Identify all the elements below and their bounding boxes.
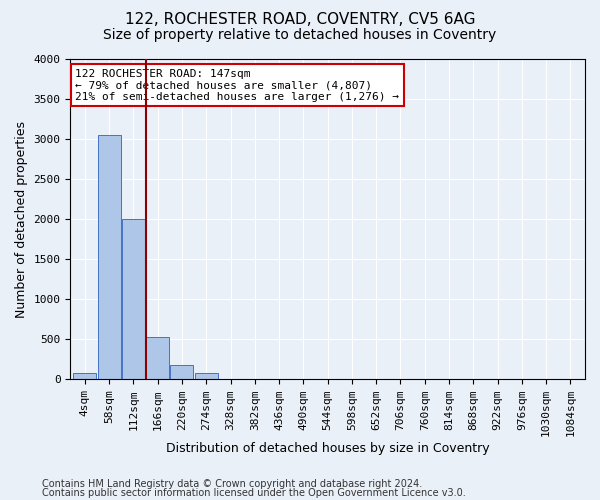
Text: Size of property relative to detached houses in Coventry: Size of property relative to detached ho… — [103, 28, 497, 42]
Bar — [146, 337, 169, 380]
Bar — [243, 378, 266, 380]
Text: Contains HM Land Registry data © Crown copyright and database right 2024.: Contains HM Land Registry data © Crown c… — [42, 479, 422, 489]
Bar — [122, 219, 145, 380]
Bar — [98, 135, 121, 380]
X-axis label: Distribution of detached houses by size in Coventry: Distribution of detached houses by size … — [166, 442, 490, 455]
Bar — [219, 378, 242, 380]
Text: 122 ROCHESTER ROAD: 147sqm
← 79% of detached houses are smaller (4,807)
21% of s: 122 ROCHESTER ROAD: 147sqm ← 79% of deta… — [76, 68, 400, 102]
Text: 122, ROCHESTER ROAD, COVENTRY, CV5 6AG: 122, ROCHESTER ROAD, COVENTRY, CV5 6AG — [125, 12, 475, 28]
Bar — [73, 374, 97, 380]
Text: Contains public sector information licensed under the Open Government Licence v3: Contains public sector information licen… — [42, 488, 466, 498]
Y-axis label: Number of detached properties: Number of detached properties — [15, 120, 28, 318]
Bar — [170, 364, 193, 380]
Bar — [195, 373, 218, 380]
